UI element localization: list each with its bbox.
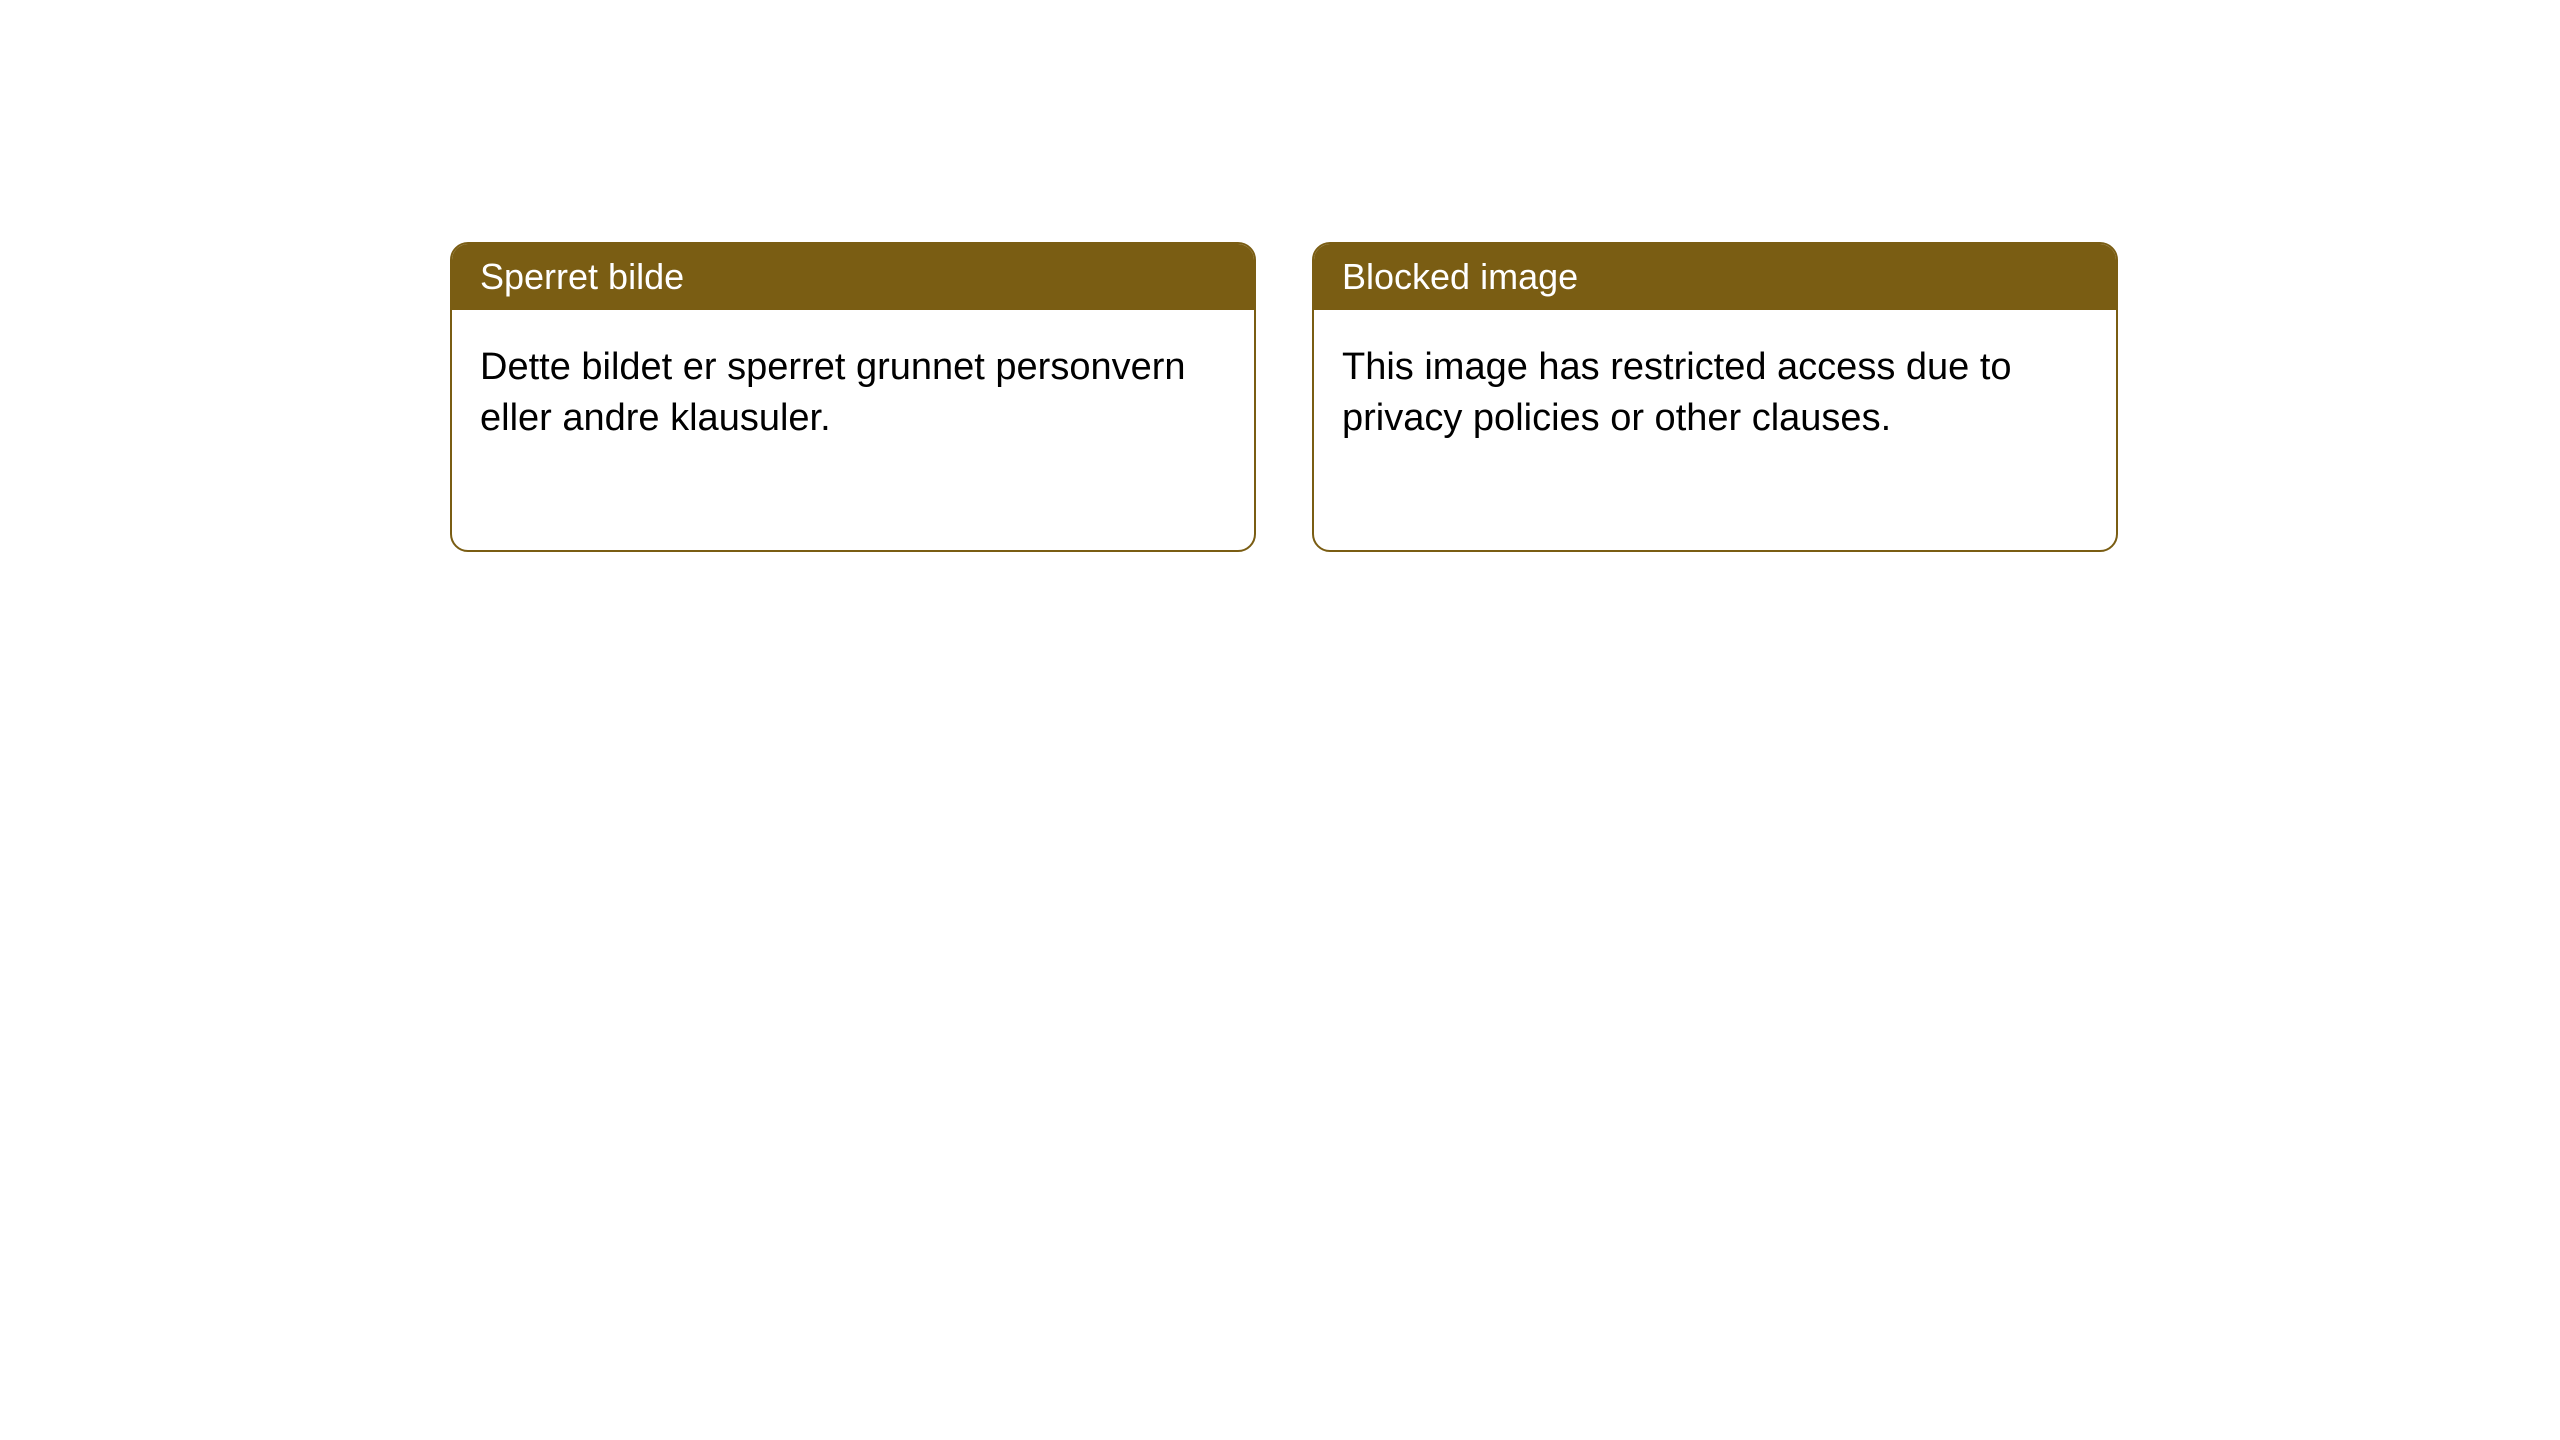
- notice-header-english: Blocked image: [1314, 244, 2116, 310]
- notice-card-norwegian: Sperret bilde Dette bildet er sperret gr…: [450, 242, 1256, 552]
- notice-body-english: This image has restricted access due to …: [1314, 310, 2116, 550]
- notice-card-english: Blocked image This image has restricted …: [1312, 242, 2118, 552]
- notice-text-english: This image has restricted access due to …: [1342, 346, 2012, 439]
- notice-header-norwegian: Sperret bilde: [452, 244, 1254, 310]
- notice-title-norwegian: Sperret bilde: [480, 256, 684, 297]
- notice-title-english: Blocked image: [1342, 256, 1578, 297]
- notice-body-norwegian: Dette bildet er sperret grunnet personve…: [452, 310, 1254, 550]
- notice-cards-container: Sperret bilde Dette bildet er sperret gr…: [450, 242, 2118, 552]
- notice-text-norwegian: Dette bildet er sperret grunnet personve…: [480, 346, 1186, 439]
